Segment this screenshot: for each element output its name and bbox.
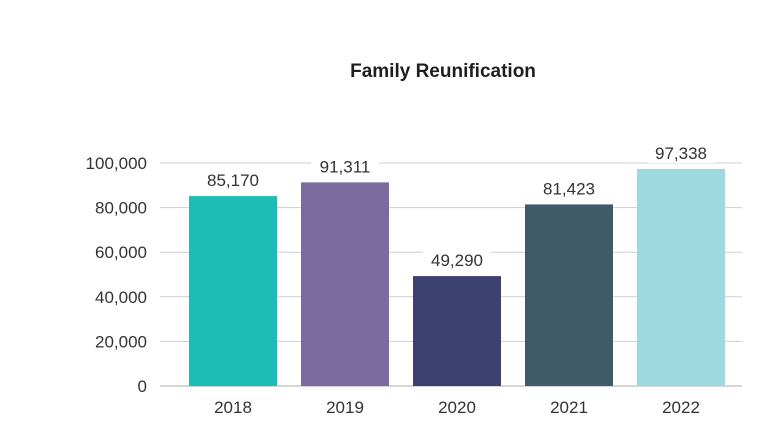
bar-2018 [189, 196, 277, 386]
data-label: 97,338 [655, 144, 707, 163]
data-label-background [647, 142, 715, 163]
y-tick-label: 20,000 [95, 332, 147, 351]
x-tick-label: 2019 [326, 398, 364, 417]
bar-2022 [637, 168, 725, 386]
data-label-background [199, 170, 267, 191]
data-label: 49,290 [431, 251, 483, 270]
bars [189, 168, 725, 386]
bar-2019 [301, 182, 389, 386]
x-axis-ticks: 2018 2019 2020 2021 2022 [214, 398, 700, 417]
x-tick-label: 2018 [214, 398, 252, 417]
data-label-background [423, 250, 491, 271]
x-tick-label: 2021 [550, 398, 588, 417]
y-tick-label: 0 [138, 377, 147, 396]
bar-2020 [413, 276, 501, 386]
y-tick-label: 40,000 [95, 288, 147, 307]
y-tick-label: 100,000 [86, 154, 147, 173]
y-tick-label: 60,000 [95, 243, 147, 262]
y-axis-ticks: 0 20,000 40,000 60,000 80,000 100,000 [86, 154, 147, 396]
data-label: 81,423 [543, 179, 595, 198]
x-tick-label: 2022 [662, 398, 700, 417]
bar-2021 [525, 204, 613, 386]
data-label: 85,170 [207, 171, 259, 190]
data-label: 91,311 [320, 157, 371, 176]
chart-title: Family Reunification [350, 61, 536, 82]
y-tick-label: 80,000 [95, 199, 147, 218]
x-tick-label: 2020 [438, 398, 476, 417]
data-label-background [535, 178, 603, 199]
data-labels: 85,170 91,311 49,290 81,423 97,338 [199, 142, 715, 271]
data-label-background [311, 156, 379, 177]
